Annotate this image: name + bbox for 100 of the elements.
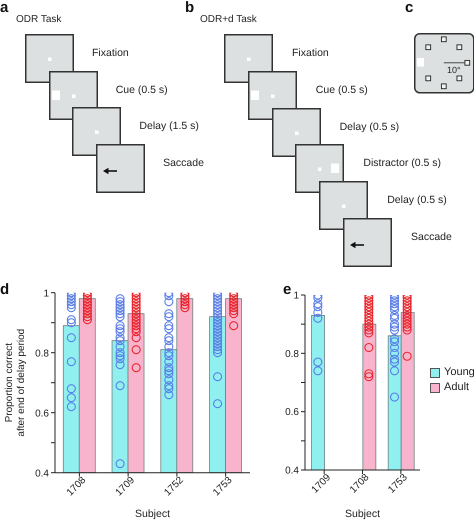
y-tick-label: 0.4 — [285, 466, 300, 477]
text: c — [405, 0, 414, 16]
text: Delay (0.5 s) — [387, 194, 447, 208]
point — [66, 384, 76, 394]
text: Fixation — [92, 47, 129, 60]
text: Distractor (0.5 s) — [363, 157, 441, 170]
point — [66, 357, 76, 366]
point — [116, 333, 125, 342]
point — [213, 330, 222, 340]
point — [213, 297, 222, 306]
y-tick-label: 1 — [43, 288, 50, 300]
point — [164, 375, 174, 384]
x-axis-title: Subject — [134, 508, 170, 520]
legend-label: Young — [444, 366, 474, 379]
text: Saccade — [411, 231, 452, 244]
text: Delay (1.5 s) — [139, 120, 199, 134]
text: 10° — [447, 65, 461, 76]
point — [164, 348, 174, 358]
point — [116, 327, 125, 336]
text: Delay (0.5 s) — [340, 120, 400, 134]
y-tick-label: 0.6 — [285, 407, 300, 418]
point — [164, 336, 174, 346]
point — [164, 312, 174, 322]
text: Saccade — [163, 157, 204, 170]
point — [66, 294, 76, 304]
y-tick-label: 0.8 — [285, 348, 300, 360]
point — [213, 315, 222, 324]
chart-title: e — [283, 281, 292, 298]
point — [213, 324, 222, 334]
point — [116, 360, 125, 370]
point — [116, 459, 125, 468]
point — [66, 393, 76, 402]
x-axis-title: Subject — [344, 508, 380, 520]
point — [164, 384, 174, 394]
point — [213, 345, 222, 354]
point — [66, 315, 76, 324]
point — [164, 321, 174, 330]
point — [164, 297, 174, 306]
point — [213, 321, 222, 330]
legend-label: Adult — [444, 381, 470, 394]
point — [66, 300, 76, 310]
point — [164, 292, 174, 300]
text: Cue (0.5 s) — [116, 84, 168, 97]
point — [116, 303, 125, 312]
point — [164, 357, 174, 366]
point — [116, 381, 125, 390]
point — [116, 354, 125, 364]
point — [213, 372, 222, 382]
point — [164, 363, 174, 372]
y-axis-title: Proportion correct after end of delay period — [4, 328, 27, 437]
point — [213, 339, 222, 348]
y-tick-label: 0.6 — [35, 408, 50, 420]
point — [213, 342, 222, 352]
point — [116, 294, 125, 304]
point — [213, 399, 222, 408]
point — [213, 306, 222, 316]
text: b — [185, 0, 194, 16]
point — [213, 300, 222, 310]
point — [213, 303, 222, 312]
point — [164, 369, 174, 378]
point — [66, 297, 76, 306]
point — [164, 309, 174, 318]
point — [164, 381, 174, 390]
point — [213, 318, 222, 328]
y-tick-label: 0.8 — [35, 348, 50, 360]
point — [116, 336, 125, 346]
text: ODR Task — [16, 14, 62, 26]
point — [116, 348, 125, 358]
point — [116, 297, 125, 306]
point — [116, 309, 125, 318]
point — [116, 306, 125, 316]
point — [116, 300, 125, 310]
point — [116, 312, 125, 322]
point — [213, 292, 222, 300]
text: Fixation — [292, 47, 329, 60]
point — [66, 402, 76, 412]
point — [213, 327, 222, 336]
point — [66, 318, 76, 328]
point — [213, 336, 222, 346]
text: Cue (0.5 s) — [316, 84, 368, 97]
point — [116, 342, 125, 352]
y-tick-label: 0.4 — [35, 468, 50, 480]
point — [116, 321, 125, 330]
point — [116, 351, 125, 360]
point — [213, 294, 222, 304]
point — [66, 333, 76, 342]
point — [213, 309, 222, 318]
point — [116, 324, 125, 334]
point — [164, 351, 174, 360]
point — [213, 333, 222, 342]
text: a — [0, 0, 8, 16]
point — [164, 366, 174, 376]
point — [66, 292, 76, 300]
point — [213, 312, 222, 322]
point — [164, 333, 174, 342]
point — [213, 348, 222, 358]
text: ODR+d Task — [200, 14, 257, 26]
point — [164, 342, 174, 352]
y-tick-label: 1 — [293, 290, 300, 302]
point — [164, 390, 174, 400]
